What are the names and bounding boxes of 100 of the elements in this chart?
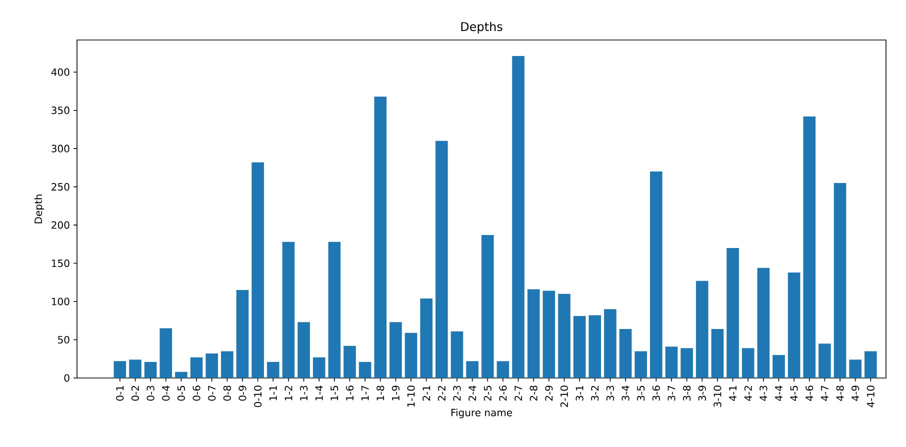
bar — [344, 346, 356, 378]
bar — [634, 351, 647, 378]
bar — [818, 344, 831, 378]
bar — [114, 361, 126, 378]
x-tick-label: 3-6 — [652, 386, 660, 401]
x-tick-label: 2-9 — [545, 386, 553, 401]
x-tick-label: 4-6 — [806, 386, 814, 401]
bar — [481, 234, 494, 378]
x-tick-label: 4-1 — [729, 386, 736, 401]
x-tick-label: 4-10 — [866, 386, 874, 408]
x-tick-label: 1-3 — [300, 386, 308, 400]
x-tick-label: 3-5 — [637, 386, 645, 401]
bar — [190, 357, 203, 378]
x-tick-label: 4-4 — [775, 386, 782, 401]
bar — [129, 360, 142, 378]
bar — [788, 272, 800, 378]
x-tick-label: 3-2 — [591, 386, 599, 401]
bar — [849, 360, 862, 378]
bar — [619, 329, 632, 378]
bar — [206, 354, 218, 378]
x-tick-label: 1-4 — [315, 386, 323, 400]
bar — [298, 322, 310, 378]
x-tick-label: 0-9 — [238, 386, 246, 401]
y-tick-label: 50 — [58, 336, 70, 344]
bar — [772, 355, 785, 378]
bar — [742, 348, 754, 378]
x-tick-label: 0-6 — [192, 386, 200, 401]
x-tick-label: 1-1 — [269, 386, 277, 400]
x-tick-label: 2-8 — [530, 386, 538, 401]
bar — [266, 362, 280, 378]
x-tick-label: 2-4 — [468, 386, 476, 401]
x-axis-title: Figure name — [451, 408, 512, 418]
bar — [374, 96, 387, 378]
x-tick-label: 0-5 — [177, 386, 185, 401]
x-tick-label: 0-8 — [223, 386, 231, 401]
x-tick-label: 4-2 — [744, 386, 752, 401]
x-tick-label: 2-7 — [514, 386, 522, 401]
x-tick-label: 1-8 — [376, 386, 384, 400]
bar — [864, 351, 877, 378]
x-tick-label: 1-6 — [346, 386, 354, 400]
bar — [160, 328, 172, 378]
y-tick-label: 250 — [52, 183, 70, 191]
x-tick-label: 1-9 — [392, 386, 400, 400]
bar — [221, 351, 234, 378]
x-tick-label: 3-7 — [668, 386, 676, 401]
x-tick-label: 0-2 — [131, 386, 140, 401]
bar — [558, 294, 570, 378]
x-tick-label: 0-10 — [254, 386, 262, 408]
bar — [650, 172, 662, 378]
x-tick-label: 2-2 — [438, 386, 446, 401]
x-tick-label: 4-7 — [821, 386, 828, 401]
bar — [436, 140, 448, 378]
x-tick-label: 1-7 — [361, 386, 369, 400]
x-tick-label: 4-8 — [836, 386, 844, 401]
x-tick-label: 2-3 — [453, 386, 461, 401]
x-tick-label: 1-2 — [284, 386, 292, 400]
x-tick-label: 4-9 — [852, 386, 860, 401]
x-tick-label: 0-4 — [162, 386, 170, 401]
y-tick-label: 200 — [52, 221, 70, 229]
x-tick-label: 3-4 — [622, 386, 630, 401]
y-axis-title: Depth — [34, 194, 44, 224]
bar — [834, 182, 846, 378]
y-tick-label: 400 — [51, 68, 70, 76]
bar — [420, 298, 432, 378]
x-tick-label: 2-6 — [499, 386, 507, 401]
bar — [680, 348, 693, 378]
x-tick-label: 2-1 — [422, 386, 430, 401]
x-tick-label: 1-10 — [407, 386, 415, 407]
bar — [757, 268, 770, 378]
bar — [144, 362, 157, 378]
y-tick-label: 300 — [52, 144, 70, 152]
x-tick-label: 3-3 — [606, 386, 614, 401]
bar — [236, 290, 249, 378]
bar — [390, 322, 402, 378]
x-tick-label: 4-5 — [790, 386, 798, 401]
x-tick-label: 4-3 — [760, 386, 768, 401]
x-tick-label: 2-10 — [560, 386, 568, 407]
bar — [466, 361, 478, 378]
bar — [404, 332, 418, 378]
bar — [450, 331, 464, 378]
bar — [711, 329, 724, 378]
bar — [312, 357, 326, 378]
bar — [588, 315, 602, 378]
bar — [803, 116, 816, 378]
bar — [175, 372, 188, 378]
bar — [282, 242, 295, 378]
chart-title: Depths — [461, 22, 502, 34]
x-tick-label: 3-1 — [576, 386, 584, 401]
x-tick-label: 0-7 — [208, 386, 216, 401]
x-tick-label: 2-5 — [484, 386, 492, 401]
y-tick-label: 100 — [52, 298, 70, 306]
bar — [328, 242, 341, 378]
x-tick-label: 3-9 — [698, 386, 706, 401]
x-tick-label: 0-1 — [116, 386, 124, 401]
bar — [573, 316, 586, 378]
bar — [726, 248, 739, 378]
x-tick-label: 3-10 — [714, 386, 722, 407]
y-tick-label: 350 — [52, 106, 70, 114]
bar — [252, 162, 264, 378]
bar — [665, 346, 678, 378]
